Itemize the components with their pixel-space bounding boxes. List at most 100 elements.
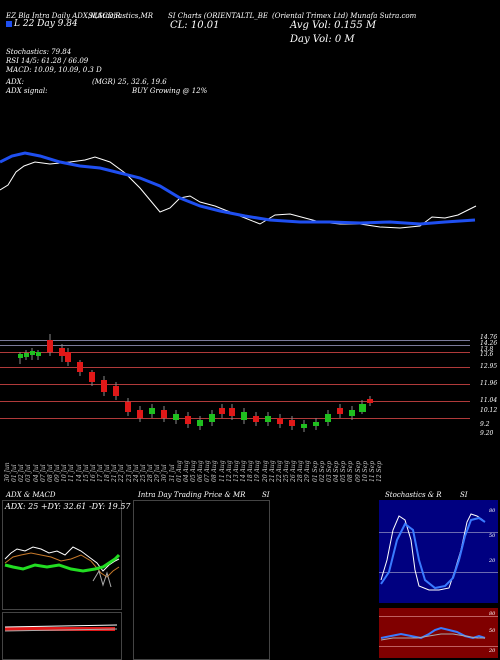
adx-signal-label: ADX signal: (6, 87, 48, 95)
date-label: 21 Aug (268, 460, 276, 482)
stoch-band-line (379, 572, 498, 573)
candle-down (229, 408, 235, 416)
candle-down (65, 352, 71, 362)
candle-up (24, 353, 29, 357)
date-label: 22 Jul (118, 464, 126, 482)
adx-panel-title: ADX & MACD (6, 491, 56, 499)
rsi-panel: 80 50 20 (379, 608, 498, 658)
date-label: 13 Aug (232, 460, 240, 482)
candle-down (277, 418, 283, 424)
candle-up (301, 424, 307, 428)
date-label: 08 Jul (46, 464, 54, 482)
candle-up (209, 414, 215, 422)
date-label: 03 Sep (325, 460, 333, 482)
date-label: 08 Aug (211, 460, 219, 482)
candle-up (241, 412, 247, 420)
grid-line (0, 340, 470, 341)
price-level-tick: 13.8 (480, 346, 494, 353)
stoch-tick: 20 (489, 558, 496, 564)
stochastics-readout: Stochastics: 79.84 (6, 48, 72, 56)
date-label: 29 Aug (304, 460, 312, 482)
candle-down (185, 416, 191, 424)
adx-panel: ADX: 25 +DY: 32.61 -DY: 19.57 (2, 500, 131, 610)
candle-up (359, 404, 366, 412)
header-day-range: L 22 Day 9.84 (14, 19, 78, 29)
price-level-tick: 11.04 (480, 397, 498, 404)
candle-down (101, 380, 107, 392)
rsi-tick: 20 (489, 648, 496, 654)
header-title-part2: SI,Stochastics,MR (88, 12, 154, 20)
date-label: 31 Jul (168, 464, 176, 482)
candle-up (197, 420, 203, 426)
header-title-part4: (Oriental Trimex Ltd) Munafa Sutra.com (272, 12, 417, 20)
candle-down (219, 408, 225, 414)
date-label: 04 Aug (182, 460, 190, 482)
date-label: 07 Jul (39, 464, 47, 482)
candle-up (18, 354, 23, 358)
date-label: 05 Aug (190, 460, 197, 482)
rsi-tick: 50 (489, 628, 496, 634)
date-label: 11 Sep (368, 460, 376, 482)
candle-down (337, 408, 343, 414)
candle-down (113, 386, 119, 396)
pivot-line (0, 352, 470, 353)
date-label: 02 Sep (318, 460, 326, 482)
pivot-line (0, 384, 470, 385)
date-label: 12 Sep (376, 460, 383, 482)
macd-panel (2, 612, 122, 660)
header-title-part3: SI Charts (ORIENTALTL_BE (168, 12, 269, 20)
adx-signal: BUY Growing @ 12% (132, 87, 208, 95)
adx-label: ADX: (6, 78, 25, 86)
intra-panel-title: Intra Day Trading Price & MR (138, 491, 246, 499)
candle-down (367, 399, 373, 403)
date-label: 04 Sep (333, 460, 341, 482)
date-label: 10 Sep (361, 460, 369, 482)
date-label: 12 Aug (225, 460, 233, 482)
date-label: 14 Jul (75, 464, 83, 482)
header-title-part1: EZ Bla Intra Daily ADX,MACD,R (6, 12, 121, 20)
stoch-tick: 80 (489, 508, 496, 514)
rsi-line (380, 626, 486, 640)
stochastics-panel: 80 50 20 (379, 500, 498, 603)
stoch-tick: 50 (489, 533, 496, 539)
rsi-band-line (379, 646, 498, 647)
grid-line (0, 345, 470, 346)
date-label: 23 Jul (125, 464, 133, 482)
candle-up (265, 416, 271, 422)
date-label: 25 Aug (283, 460, 290, 482)
rsi-avg-line (380, 633, 485, 641)
stoch-d-line (380, 516, 486, 590)
adx-plus-di (4, 546, 120, 572)
candle-up (313, 422, 319, 426)
macd-readout: MACD: 10.09, 10.09, 0.3 D (6, 66, 102, 74)
price-level-tick: 12.95 (480, 363, 498, 370)
intra-panel-title-suffix: SI (262, 491, 270, 499)
date-label: 22 Aug (275, 460, 283, 482)
date-label: 30 Jul (161, 464, 169, 482)
date-label: 28 Jul (147, 464, 155, 482)
date-label: 11 Jul (68, 464, 76, 482)
candle-up (173, 414, 179, 420)
ma-legend-swatch (6, 21, 12, 27)
rsi-band-line (379, 616, 498, 617)
rsi-lines (380, 626, 486, 641)
price-level-tick: 13.6 (480, 351, 494, 358)
date-label: 15 Jul (82, 464, 90, 482)
date-label: 17 Jul (97, 464, 104, 482)
date-label: 09 Sep (354, 460, 362, 482)
candle-up (30, 351, 35, 355)
pivot-line (0, 401, 470, 402)
date-label: 20 Aug (261, 460, 269, 482)
stoch-panel-title-suffix: SI (460, 491, 468, 499)
candle-up (36, 352, 41, 356)
adx-line (4, 553, 121, 573)
adx-readout: ADX: 25 +DY: 32.61 -DY: 19.57 (5, 502, 131, 511)
pivot-line (0, 418, 470, 419)
date-label: 01 Aug (175, 460, 183, 482)
date-label: 14 Aug (240, 460, 248, 482)
date-label: 11 Aug (218, 460, 226, 482)
candle-down (137, 410, 143, 418)
ma-price-plot (0, 151, 477, 229)
candle-down (253, 416, 259, 422)
date-label: 04 Jul (32, 464, 40, 482)
